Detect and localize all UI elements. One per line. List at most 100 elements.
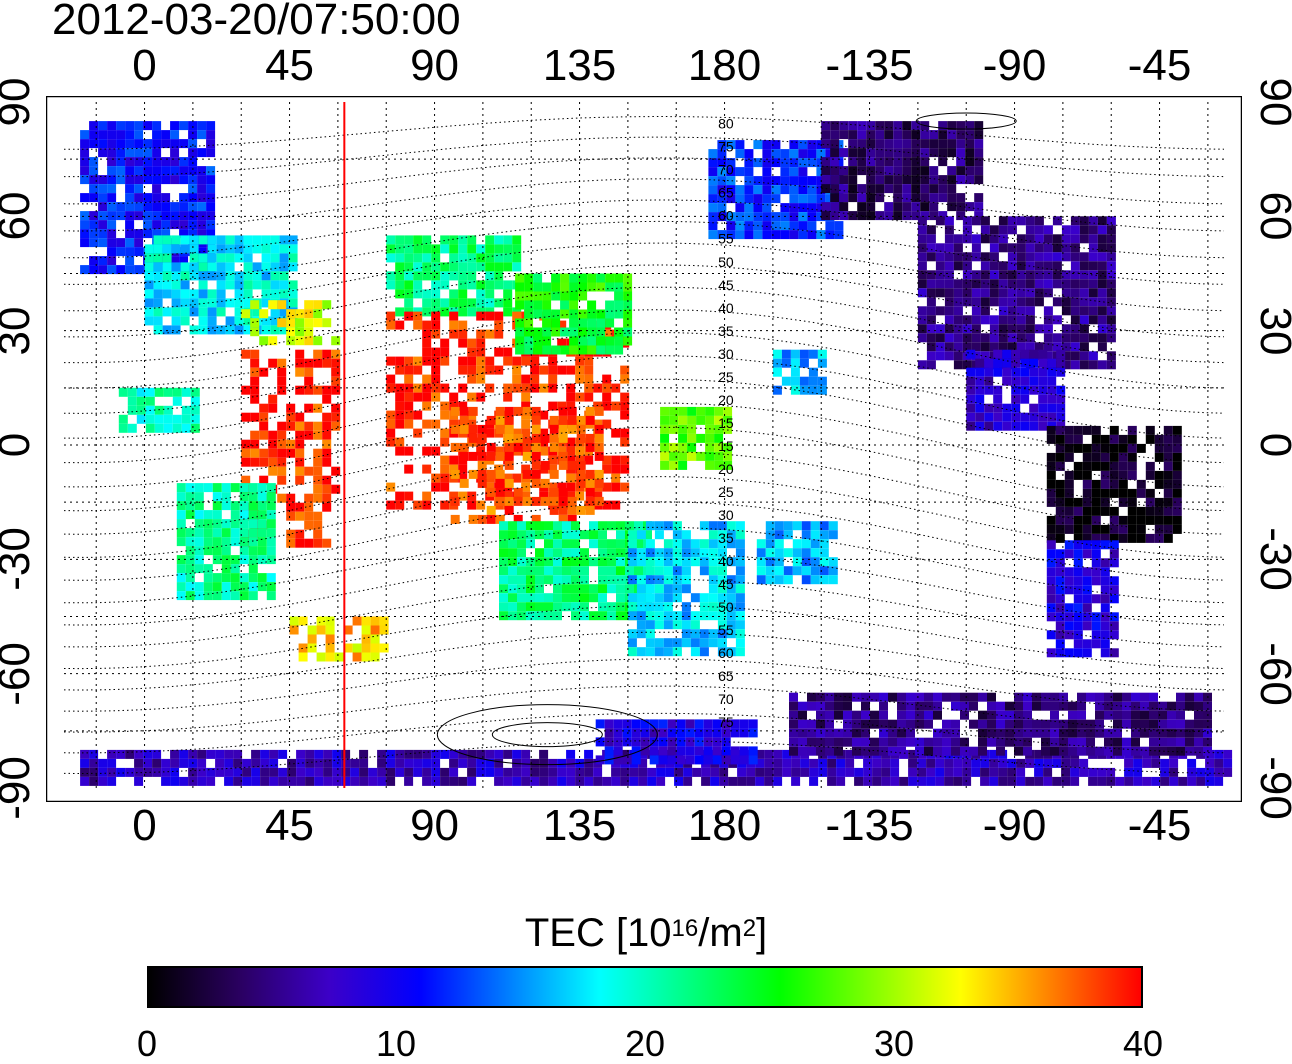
tec-cell-15 [1043,252,1053,262]
tec-cell-19 [404,749,414,759]
tec-cell-17 [1163,524,1173,534]
tec-cell-15 [1070,216,1080,226]
tec-cell-15 [1025,243,1035,253]
tec-cell-9 [542,336,552,346]
tec-cell-1 [162,235,172,245]
tec-cell-16 [993,394,1003,404]
tec-cell-20 [1005,728,1014,738]
tec-cell-19 [494,776,504,786]
tec-cell-15 [935,279,945,289]
tec-cell-15 [1052,216,1062,226]
tec-cell-1 [252,262,262,272]
tec-cell-4 [221,582,231,592]
tec-cell-11 [645,647,655,657]
tec-cell-6 [413,244,423,254]
tec-cell-13 [753,212,763,222]
tec-cell-13 [798,167,808,177]
magnetic-latitude-label: 70 [718,691,734,707]
tec-cell-19 [791,776,801,786]
tec-cell-10 [634,539,643,549]
tec-cell-0 [134,247,144,257]
tec-cell-0 [161,130,171,140]
tec-cell-1 [261,280,271,290]
tec-cell-0 [188,193,198,203]
tec-cell-1 [144,253,154,263]
tec-cell-7 [620,392,630,402]
tec-cell-13 [825,194,835,204]
tec-cell-23 [801,566,811,576]
tec-cell-11 [735,539,745,549]
tec-cell-7 [566,482,576,492]
tec-cell-2 [286,336,296,346]
tec-cell-14 [839,121,849,131]
tec-cell-18 [1082,567,1092,577]
tec-cell-8 [450,496,460,506]
tec-cell-0 [107,229,117,239]
tec-cell-16 [1011,358,1021,368]
tec-cell-16 [993,421,1003,431]
tec-cell-14 [938,157,948,167]
tec-cell-19 [197,767,207,777]
tec-cell-11 [708,638,718,648]
colorbar-tick-label: 0 [136,1023,158,1064]
tec-cell-14 [866,184,876,194]
tec-cell-4 [185,591,195,601]
tec-cell-17 [1109,533,1119,543]
tec-cell-19 [98,767,108,777]
tec-cell-7 [602,455,612,465]
tec-cell-3 [295,439,305,449]
tec-cell-13 [780,149,790,159]
tec-cell-6 [485,262,495,272]
tec-cell-15 [980,252,990,262]
tec-cell-8 [531,496,541,506]
tec-cell-20 [834,692,843,702]
tec-cell-17 [1082,470,1092,480]
tec-cell-21 [694,728,704,738]
tec-cell-16 [1011,349,1021,359]
tec-cell-0 [143,229,153,239]
tec-cell-10 [517,548,526,558]
tec-cell-0 [98,121,108,131]
tec-cell-3 [286,403,296,413]
tec-cell-12 [678,460,688,470]
tec-cell-3 [286,529,296,539]
tec-cell-20 [1140,728,1149,738]
tec-cell-7 [503,383,513,393]
tec-cell-19 [125,767,135,777]
tec-cell-19 [629,776,639,786]
tec-cell-11 [645,584,655,594]
tec-cell-4 [257,528,267,538]
tec-cell-7 [539,410,549,420]
tec-cell-3 [313,430,323,440]
tec-cell-18 [1064,576,1074,586]
tec-cell-20 [897,728,906,738]
tec-cell-14 [830,184,840,194]
tec-cell-18 [1046,549,1056,559]
tec-cell-23 [801,521,811,531]
tec-cell-4 [221,483,231,493]
tec-cell-1 [288,289,298,299]
tec-cell-10 [526,539,535,549]
tec-cell-23 [810,539,820,549]
tec-cell-20 [996,737,1005,747]
tec-cell-20 [924,710,933,720]
tec-cell-18 [1100,639,1110,649]
tec-cell-19 [233,749,243,759]
tec-cell-11 [672,557,682,567]
tec-cell-15 [926,297,936,307]
tec-cell-14 [830,139,840,149]
tec-cell-0 [98,184,108,194]
tec-cell-15 [1079,252,1089,262]
tec-cell-19 [359,749,369,759]
tec-cell-3 [313,457,323,467]
tec-cell-20 [1158,746,1167,756]
tec-cell-0 [89,130,99,140]
tec-cell-6 [503,244,513,254]
tec-cell-11 [726,593,736,603]
tec-cell-11 [690,593,700,603]
tec-cell-21 [739,746,749,756]
tec-cell-10 [571,611,580,621]
tec-cell-2 [286,318,296,328]
tec-cell-0 [179,256,189,266]
tec-cell-9 [596,345,606,355]
